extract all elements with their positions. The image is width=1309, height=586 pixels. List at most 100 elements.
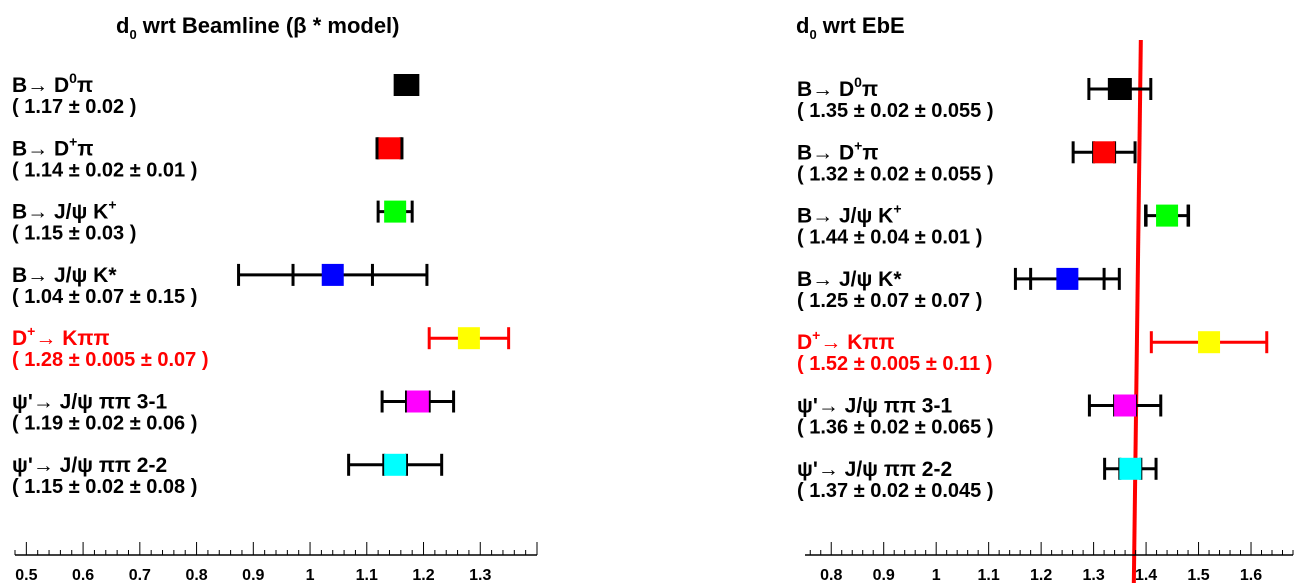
- entry-label: B→ J/ψ K*: [12, 264, 117, 287]
- entry-label: ψ'→ J/ψ ππ 2-2: [12, 454, 167, 477]
- tick-label: 0.9: [242, 567, 264, 584]
- entry-value-text: ( 1.37 ± 0.02 ± 0.045 ): [797, 480, 994, 502]
- tick-label: 1.4: [1135, 567, 1157, 584]
- entry-label-main: B→ J/ψ K: [12, 201, 108, 224]
- tick-label: 1.2: [412, 567, 434, 584]
- entry-labels: B→ D0π( 1.35 ± 0.02 ± 0.055 )B→ D+π( 1.3…: [797, 74, 994, 502]
- tick-label: 0.7: [129, 567, 151, 584]
- panel-title-ebe: d0 wrt EbE: [796, 13, 905, 42]
- entry-label: ψ'→ J/ψ ππ 3-1: [797, 395, 952, 418]
- entry-label: B→ J/ψ K*: [797, 268, 902, 291]
- data-marks: [1013, 78, 1269, 480]
- entry-label-main: B→ J/ψ K*: [797, 268, 902, 291]
- entry-value-text: ( 1.15 ± 0.03 ): [12, 223, 136, 245]
- entry-label-superscript: 0: [854, 74, 862, 90]
- data-marks: [237, 74, 511, 476]
- entry-value-text: ( 1.19 ± 0.02 ± 0.06 ): [12, 413, 197, 435]
- entry-label-main: B→ D: [797, 78, 854, 101]
- entry-label-superscript: 0: [69, 70, 77, 86]
- entry-value-text: ( 1.15 ± 0.02 ± 0.08 ): [12, 476, 197, 498]
- x-axis: 0.5 0.6 0.7 0.8 0.9 1 1.1 1.2 1.3: [14, 542, 538, 584]
- data-point: [384, 453, 407, 476]
- entry-label: B→ J/ψ K+: [797, 201, 902, 228]
- reference-line: [1131, 39, 1143, 584]
- entry-label-main: B→ J/ψ K*: [12, 264, 117, 287]
- entry-labels: B→ D0π( 1.17 ± 0.02 )B→ D+π( 1.14 ± 0.02…: [12, 70, 209, 498]
- data-point: [1093, 141, 1116, 164]
- data-point: [1119, 457, 1142, 480]
- entry-label-main: B→ D: [797, 141, 854, 164]
- data-point: [1198, 331, 1221, 354]
- entry-value-text: ( 1.32 ± 0.02 ± 0.055 ): [797, 163, 994, 185]
- entry-label-superscript: +: [893, 201, 901, 217]
- entry-label: B→ D0π: [12, 70, 93, 97]
- entry-value-text: ( 1.52 ± 0.005 ± 0.11 ): [797, 353, 992, 375]
- entry-label-main: D: [12, 327, 27, 350]
- entry-label-tail: π: [77, 74, 93, 97]
- tick-label: 1.1: [978, 567, 1000, 584]
- entry-label: B→ J/ψ K+: [12, 197, 117, 224]
- entry-label-main: ψ'→ J/ψ ππ 3-1: [12, 391, 167, 414]
- reference-line-group: [1131, 39, 1143, 584]
- entry-label: B→ D+π: [12, 133, 93, 160]
- data-point: [378, 137, 401, 160]
- panel-beamline: d0 wrt Beamline (β * model) B→ D0π( 1.17…: [12, 13, 538, 584]
- entry-value-text: ( 1.44 ± 0.04 ± 0.01 ): [797, 227, 982, 249]
- entry-label-superscript: +: [854, 137, 862, 153]
- data-point: [384, 200, 407, 223]
- tick-label: 1.6: [1240, 567, 1262, 584]
- entry-value-text: ( 1.25 ± 0.07 ± 0.07 ): [797, 290, 982, 312]
- tick-label: 0.8: [820, 567, 842, 584]
- tick-label: 1.3: [469, 567, 491, 584]
- entry-label-main: B→ D: [12, 74, 69, 97]
- tick-label: 1: [932, 567, 941, 584]
- data-point: [406, 390, 429, 413]
- entry-label-superscript: +: [108, 197, 116, 213]
- entry-label-superscript: +: [27, 323, 35, 339]
- entry-value-text: ( 1.35 ± 0.02 ± 0.055 ): [797, 100, 994, 122]
- entry-value-text: ( 1.17 ± 0.02 ): [12, 96, 136, 118]
- tick-label: 1.1: [356, 567, 378, 584]
- data-point: [1114, 394, 1137, 417]
- tick-label: 0.8: [185, 567, 207, 584]
- entry-label: D+→ Kππ: [12, 323, 110, 350]
- data-point: [1156, 204, 1179, 227]
- data-point: [457, 327, 480, 350]
- entry-label-tail: π: [862, 78, 878, 101]
- entry-label: B→ D+π: [797, 137, 878, 164]
- entry-label-superscript: +: [812, 327, 820, 343]
- entry-label-tail: π: [862, 141, 878, 164]
- data-point: [1056, 267, 1079, 290]
- data-point: [395, 74, 418, 96]
- entry-label-tail: π: [77, 137, 93, 160]
- data-point: [1108, 78, 1131, 100]
- x-axis: 0.8 0.9 1 1.1 1.2 1.3 1.4 1.5 1.6: [805, 542, 1294, 584]
- tick-label: 0.9: [873, 567, 895, 584]
- panel-title-beamline: d0 wrt Beamline (β * model): [116, 13, 400, 42]
- entry-label-main: B→ J/ψ K: [797, 205, 893, 228]
- entry-value-text: ( 1.28 ± 0.005 ± 0.07 ): [12, 349, 209, 371]
- tick-label: 1.2: [1030, 567, 1052, 584]
- entry-label: ψ'→ J/ψ ππ 2-2: [797, 458, 952, 481]
- panel-ebe: d0 wrt EbE B→ D0π( 1.35 ± 0.02 ± 0.055 )…: [796, 13, 1294, 584]
- entry-label-main: B→ D: [12, 137, 69, 160]
- tick-label: 0.5: [15, 567, 37, 584]
- data-point: [321, 263, 344, 286]
- entry-label-tail: → Kππ: [35, 327, 109, 350]
- entry-label-tail: → Kππ: [820, 331, 894, 354]
- tick-label: 1: [306, 567, 315, 584]
- entry-label-main: ψ'→ J/ψ ππ 2-2: [797, 458, 952, 481]
- entry-label: D+→ Kππ: [797, 327, 895, 354]
- entry-label-superscript: +: [69, 133, 77, 149]
- entry-value-text: ( 1.36 ± 0.02 ± 0.065 ): [797, 417, 994, 439]
- entry-label-main: ψ'→ J/ψ ππ 2-2: [12, 454, 167, 477]
- tick-label: 1.3: [1082, 567, 1104, 584]
- entry-label: B→ D0π: [797, 74, 878, 101]
- tick-label: 1.5: [1187, 567, 1209, 584]
- entry-label-main: ψ'→ J/ψ ππ 3-1: [797, 395, 952, 418]
- tick-label: 0.6: [72, 567, 94, 584]
- entry-value-text: ( 1.04 ± 0.07 ± 0.15 ): [12, 286, 197, 308]
- entry-value-text: ( 1.14 ± 0.02 ± 0.01 ): [12, 159, 197, 181]
- entry-label: ψ'→ J/ψ ππ 3-1: [12, 391, 167, 414]
